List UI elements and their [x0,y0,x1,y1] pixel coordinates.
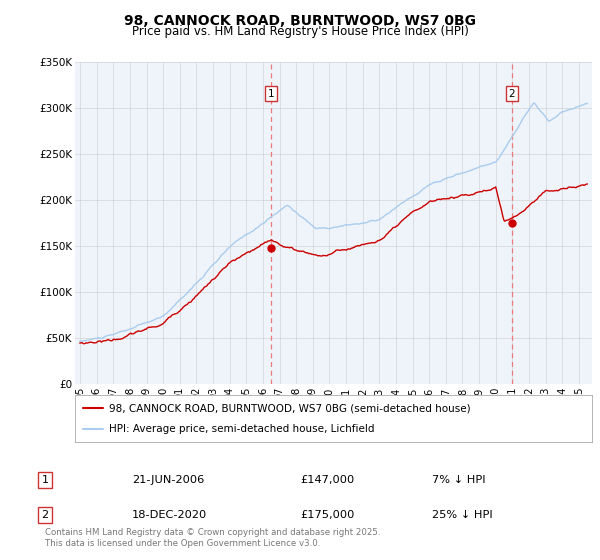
Text: 21-JUN-2006: 21-JUN-2006 [132,475,204,484]
Text: 98, CANNOCK ROAD, BURNTWOOD, WS7 0BG: 98, CANNOCK ROAD, BURNTWOOD, WS7 0BG [124,14,476,28]
Text: 7% ↓ HPI: 7% ↓ HPI [432,475,485,484]
Text: 1: 1 [268,89,274,99]
Text: £175,000: £175,000 [300,510,355,520]
Text: £147,000: £147,000 [300,475,354,484]
Text: 1: 1 [41,475,49,484]
Text: 98, CANNOCK ROAD, BURNTWOOD, WS7 0BG (semi-detached house): 98, CANNOCK ROAD, BURNTWOOD, WS7 0BG (se… [109,403,470,413]
Text: HPI: Average price, semi-detached house, Lichfield: HPI: Average price, semi-detached house,… [109,424,374,434]
Text: 2: 2 [41,510,49,520]
Text: Contains HM Land Registry data © Crown copyright and database right 2025.
This d: Contains HM Land Registry data © Crown c… [45,528,380,548]
Text: 18-DEC-2020: 18-DEC-2020 [132,510,207,520]
Text: 25% ↓ HPI: 25% ↓ HPI [432,510,493,520]
Text: Price paid vs. HM Land Registry's House Price Index (HPI): Price paid vs. HM Land Registry's House … [131,25,469,38]
Text: 2: 2 [508,89,515,99]
